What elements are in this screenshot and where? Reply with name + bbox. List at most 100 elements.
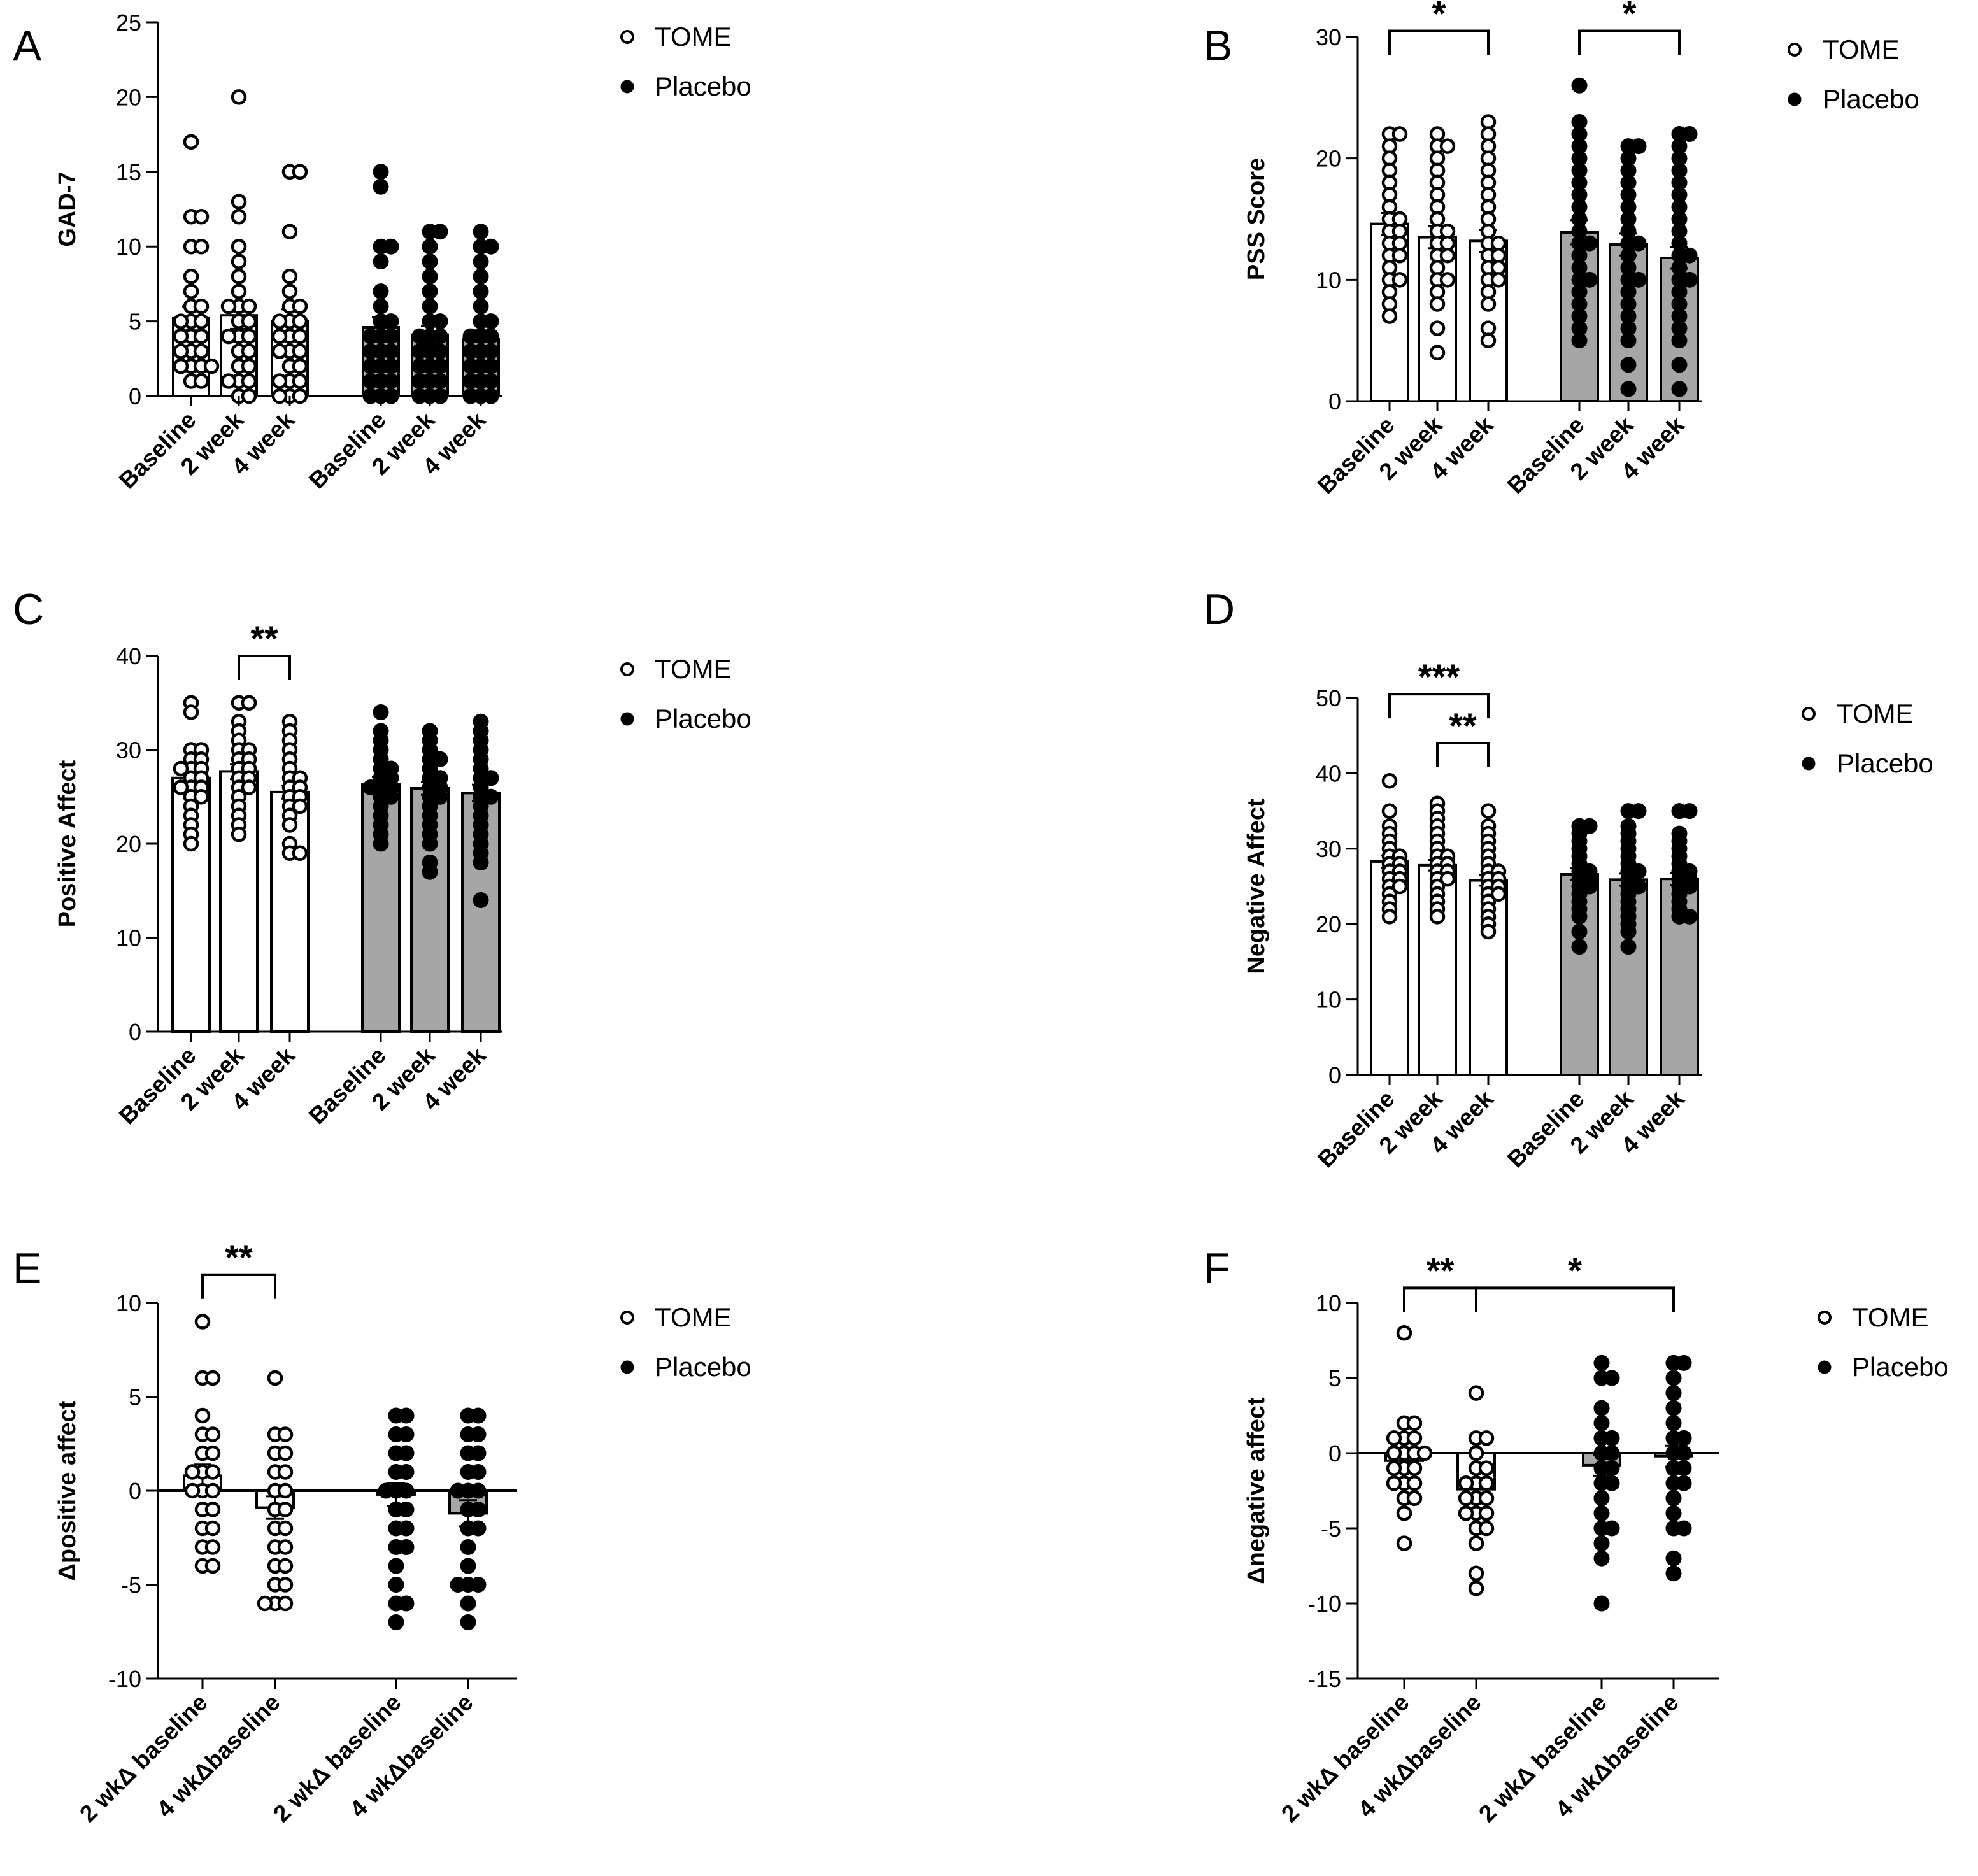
data-point-placebo bbox=[470, 1445, 487, 1461]
data-point-placebo bbox=[1593, 1354, 1610, 1371]
data-point-tome bbox=[183, 835, 199, 852]
data-point-placebo bbox=[460, 1558, 476, 1574]
data-point-placebo bbox=[462, 343, 479, 360]
data-point-placebo bbox=[1681, 126, 1698, 143]
data-point-placebo bbox=[398, 1482, 415, 1499]
significance-bracket bbox=[238, 655, 291, 680]
x-category-label: 4 wkΔbaseline bbox=[345, 1689, 478, 1823]
data-point-placebo bbox=[1665, 1400, 1682, 1416]
data-point-placebo bbox=[432, 751, 448, 767]
panel-letter: C bbox=[13, 585, 44, 634]
data-point-tome bbox=[184, 1464, 201, 1480]
data-point-placebo bbox=[373, 253, 389, 270]
data-point-tome bbox=[1381, 909, 1398, 925]
y-axis-label: GAD-7 bbox=[54, 171, 81, 246]
y-axis-label: Δpositive affect bbox=[54, 1400, 81, 1581]
significance-stars: * bbox=[1432, 0, 1446, 33]
data-point-tome bbox=[204, 1445, 221, 1461]
significance-bracket bbox=[1388, 693, 1490, 719]
data-point-tome bbox=[1406, 1490, 1423, 1507]
legend-marker-placebo bbox=[1788, 92, 1802, 106]
data-point-tome bbox=[204, 1520, 221, 1537]
data-point-placebo bbox=[1571, 77, 1588, 94]
significance-stars: * bbox=[1623, 0, 1637, 33]
data-point-placebo bbox=[483, 238, 499, 255]
data-point-placebo bbox=[422, 298, 438, 315]
data-point-tome bbox=[1429, 296, 1446, 312]
y-tick-label: 10 bbox=[116, 925, 141, 951]
data-point-placebo bbox=[1676, 1430, 1692, 1446]
data-point-placebo bbox=[483, 343, 499, 360]
data-point-placebo bbox=[1665, 1370, 1682, 1386]
data-point-tome bbox=[193, 313, 210, 329]
data-point-tome bbox=[271, 343, 288, 359]
data-point-tome bbox=[241, 343, 257, 359]
data-point-tome bbox=[292, 388, 308, 404]
data-point-tome bbox=[193, 238, 210, 255]
data-point-placebo bbox=[1676, 1354, 1692, 1371]
data-point-tome bbox=[1381, 772, 1398, 789]
data-point-tome bbox=[183, 283, 199, 299]
data-point-tome bbox=[1381, 803, 1398, 819]
data-point-tome bbox=[241, 358, 257, 374]
data-point-tome bbox=[1406, 1430, 1423, 1446]
y-tick-label: 10 bbox=[1316, 987, 1341, 1013]
data-point-tome bbox=[277, 1445, 294, 1461]
data-point-placebo bbox=[1571, 939, 1588, 955]
y-tick-label: -5 bbox=[1321, 1516, 1341, 1542]
data-point-tome bbox=[204, 1464, 221, 1480]
data-point-placebo bbox=[470, 1502, 487, 1517]
data-point-placebo bbox=[383, 373, 399, 390]
data-point-placebo bbox=[1630, 138, 1647, 155]
data-point-tome bbox=[220, 298, 237, 315]
data-point-tome bbox=[277, 1520, 294, 1537]
data-point-placebo bbox=[383, 313, 399, 330]
data-point-placebo bbox=[1593, 1595, 1610, 1612]
legend-label-tome: TOME bbox=[1837, 699, 1914, 728]
data-point-placebo bbox=[383, 358, 399, 374]
data-point-tome bbox=[1429, 345, 1446, 360]
data-point-tome bbox=[204, 1426, 221, 1442]
data-point-tome bbox=[241, 779, 257, 795]
y-axis-label: Δnegative affect bbox=[1243, 1397, 1270, 1584]
legend-label-placebo: Placebo bbox=[1837, 748, 1933, 778]
data-point-tome bbox=[1468, 1445, 1484, 1461]
data-point-tome bbox=[281, 817, 298, 833]
data-point-placebo bbox=[1676, 1460, 1692, 1477]
data-point-placebo bbox=[362, 373, 379, 390]
data-point-tome bbox=[231, 253, 247, 269]
data-point-tome bbox=[1416, 1445, 1433, 1461]
data-point-placebo bbox=[1665, 1385, 1682, 1402]
legend-marker-tome bbox=[620, 1311, 634, 1325]
legend-marker-placebo bbox=[1818, 1360, 1832, 1374]
data-point-placebo bbox=[1593, 1415, 1610, 1432]
data-point-placebo bbox=[1593, 1400, 1610, 1416]
legend-label-tome: TOME bbox=[655, 22, 732, 52]
data-point-placebo bbox=[460, 1595, 476, 1612]
data-point-tome bbox=[1386, 1460, 1402, 1476]
data-point-placebo bbox=[432, 328, 448, 345]
data-point-tome bbox=[1429, 320, 1446, 336]
data-point-tome bbox=[194, 1314, 211, 1330]
data-point-placebo bbox=[1571, 332, 1588, 349]
data-point-placebo bbox=[411, 358, 428, 374]
data-point-placebo bbox=[470, 1426, 487, 1442]
data-point-placebo bbox=[432, 313, 448, 330]
data-point-placebo bbox=[411, 328, 428, 345]
data-point-placebo bbox=[473, 224, 489, 240]
data-point-tome bbox=[277, 1577, 294, 1593]
data-point-tome bbox=[292, 798, 308, 814]
data-point-tome bbox=[1480, 803, 1497, 819]
legend-marker-placebo bbox=[620, 80, 634, 94]
y-tick-label: 30 bbox=[1316, 24, 1341, 50]
data-point-tome bbox=[1480, 296, 1497, 312]
data-point-tome bbox=[194, 1407, 211, 1424]
data-point-placebo bbox=[1630, 271, 1647, 288]
y-axis-label: Negative Affect bbox=[1243, 799, 1270, 974]
data-point-tome bbox=[1458, 1490, 1474, 1507]
y-tick-label: 10 bbox=[116, 234, 141, 260]
data-point-tome bbox=[231, 194, 247, 210]
data-point-tome bbox=[241, 695, 257, 711]
